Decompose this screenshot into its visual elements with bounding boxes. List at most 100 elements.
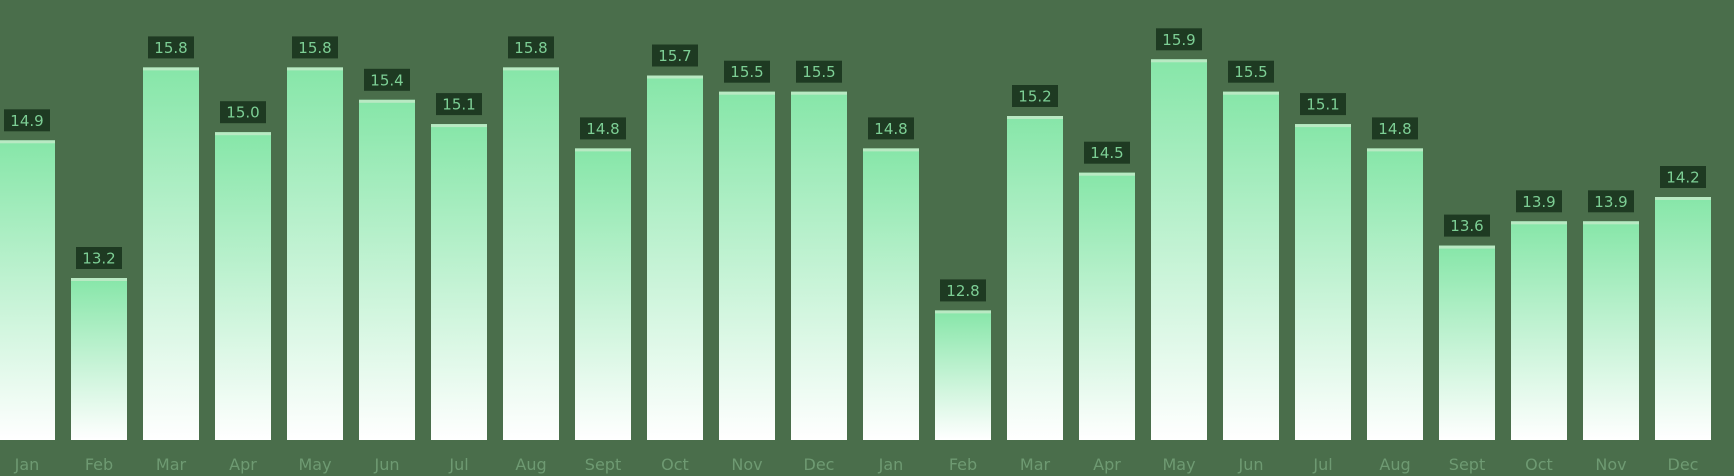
x-tick-label: Jan (878, 455, 904, 474)
value-label-text: 13.6 (1450, 217, 1483, 235)
value-label-background (1300, 93, 1346, 116)
bar-8 (503, 67, 559, 441)
bar-22 (1511, 221, 1567, 440)
bar-top-edge (0, 140, 55, 144)
bar-top-edge (1007, 116, 1063, 119)
x-tick-label: Apr (229, 455, 257, 474)
bar-7 (431, 124, 487, 440)
bar-top-edge (1295, 124, 1351, 128)
x-tick-label: Dec (1668, 455, 1699, 474)
x-tick-label: Nov (1595, 455, 1626, 474)
value-label: 15.8 (292, 36, 338, 59)
value-label-background (724, 60, 770, 83)
bar-top-edge (431, 124, 487, 128)
value-label-text: 15.8 (298, 39, 331, 57)
bar-1 (0, 140, 55, 441)
value-label: 15.8 (148, 36, 194, 59)
bar-top-edge (359, 99, 415, 103)
bar-top-edge (143, 67, 199, 71)
value-label-text: 14.9 (10, 112, 43, 130)
bar-18 (1223, 91, 1279, 440)
x-tick-label: Jul (1312, 455, 1332, 474)
x-tick-label: Sept (585, 455, 621, 474)
value-label-background (364, 68, 410, 91)
value-label: 15.0 (220, 101, 266, 124)
bar-20 (1367, 148, 1423, 440)
bar-11 (719, 91, 775, 440)
bar-3 (143, 67, 199, 441)
bar-12 (791, 91, 847, 440)
bar-4 (215, 132, 271, 440)
bar-top-edge (1367, 148, 1423, 152)
bar-24 (1655, 197, 1711, 440)
x-tick-label: Nov (731, 455, 762, 474)
bar-top-edge (503, 67, 559, 71)
value-label: 14.9 (4, 109, 50, 132)
value-label-background (1156, 28, 1202, 51)
value-label-background (1084, 141, 1130, 164)
bar-top-edge (863, 148, 919, 152)
value-label-text: 13.2 (82, 250, 115, 268)
bars-layer (0, 59, 1711, 441)
bar-13 (863, 148, 919, 440)
value-label-text: 13.9 (1522, 193, 1555, 211)
bar-top-edge (1223, 91, 1279, 95)
bar-top-edge (935, 310, 991, 314)
value-label-background (868, 117, 914, 140)
value-label: 13.9 (1516, 190, 1562, 213)
bar-14 (935, 310, 991, 440)
bar-19 (1295, 124, 1351, 440)
bar-top-edge (1079, 172, 1135, 176)
x-tick-label: Feb (949, 455, 977, 474)
bar-top-edge (575, 148, 631, 152)
value-label-background (580, 117, 626, 140)
value-label-background (76, 247, 122, 269)
value-label-text: 12.8 (946, 282, 979, 300)
value-label: 15.1 (1300, 93, 1346, 116)
bar-16 (1079, 172, 1135, 440)
x-tick-label: Oct (661, 455, 689, 474)
value-label-text: 15.2 (1018, 88, 1051, 106)
value-label-background (1228, 60, 1274, 83)
x-tick-label: Oct (1525, 455, 1553, 474)
value-label-text: 15.1 (1306, 96, 1339, 114)
x-tick-label: Mar (1020, 455, 1051, 474)
value-label-background (508, 36, 554, 59)
value-label: 14.5 (1084, 141, 1130, 164)
value-label-text: 15.1 (442, 96, 475, 114)
value-label-text: 14.8 (586, 120, 619, 138)
x-tick-label: Jul (448, 455, 468, 474)
x-tick-label: Aug (515, 455, 546, 474)
value-label-background (1588, 190, 1634, 213)
bar-top-edge (719, 91, 775, 95)
value-label: 15.5 (1228, 60, 1274, 83)
value-label-background (4, 109, 50, 132)
value-label-text: 15.4 (370, 71, 403, 89)
value-label: 14.2 (1660, 166, 1706, 188)
bar-2 (71, 278, 127, 440)
value-label-text: 15.5 (1234, 63, 1267, 81)
x-tick-label: Aug (1379, 455, 1410, 474)
bar-10 (647, 75, 703, 440)
value-label-text: 15.9 (1162, 31, 1195, 49)
bar-15 (1007, 116, 1063, 440)
bar-5 (287, 67, 343, 441)
x-tick-label: May (1162, 455, 1195, 474)
bar-top-edge (1583, 221, 1639, 225)
value-label-background (220, 101, 266, 124)
value-label: 13.2 (76, 247, 122, 269)
x-tick-label: Apr (1093, 455, 1121, 474)
value-label-background (1444, 214, 1490, 237)
bar-top-edge (1151, 59, 1207, 63)
x-tick-label: Sept (1449, 455, 1485, 474)
value-label: 14.8 (580, 117, 626, 140)
bar-top-edge (647, 75, 703, 79)
value-label-text: 14.5 (1090, 144, 1123, 162)
bar-17 (1151, 59, 1207, 441)
bar-top-edge (215, 132, 271, 136)
value-label-background (148, 36, 194, 59)
x-tick-label: Mar (156, 455, 187, 474)
bar-top-edge (1439, 245, 1495, 249)
